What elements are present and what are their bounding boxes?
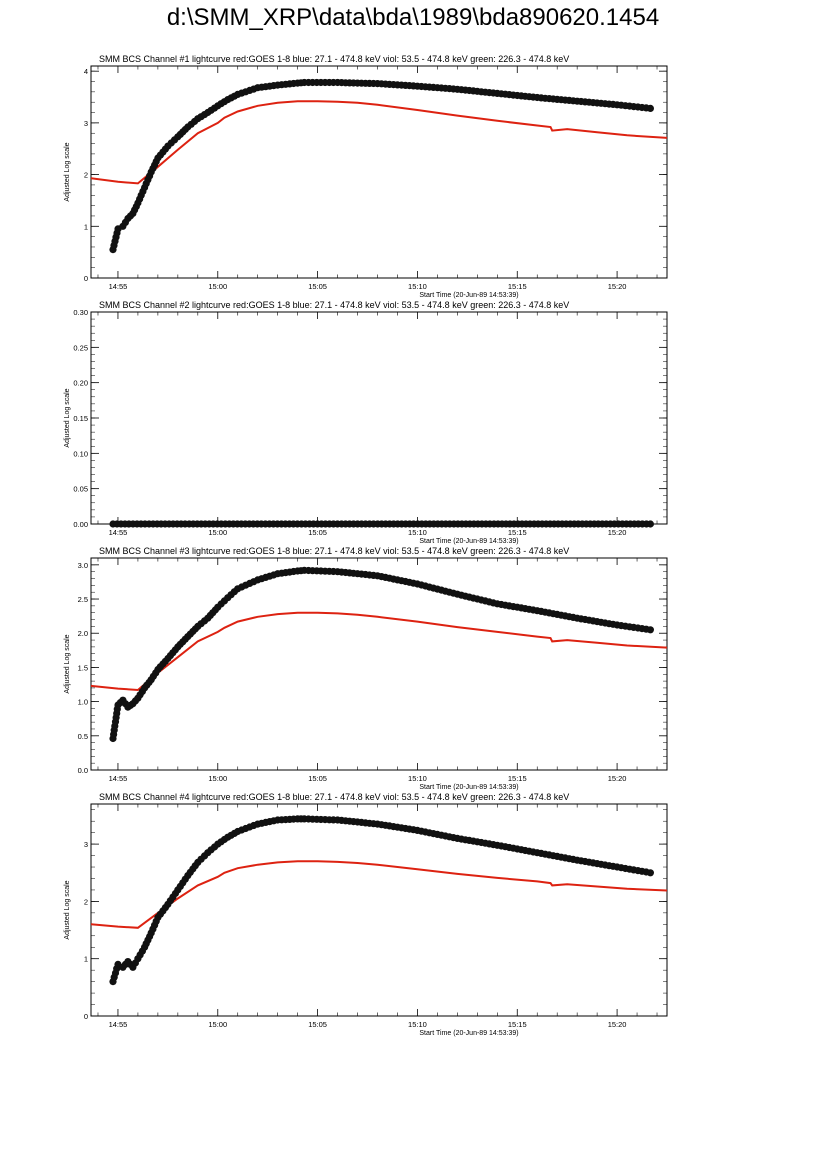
y-tick-label: 1 [84,955,88,964]
channel-curve [112,81,651,250]
data-point [646,626,655,634]
page-title: d:\SMM_XRP\data\bda\1989\bda890620.1454 [166,4,660,31]
x-tick-label: 15:00 [208,1020,227,1029]
chart-panel-3: SMM BCS Channel #3 lightcurve red:GOES 1… [64,546,668,791]
channel-curve [112,818,651,982]
y-axis-label: Adjusted Log scale [64,142,71,201]
y-tick-label: 0.00 [73,520,88,529]
data-point [646,104,655,112]
x-axis-label: Start Time (20-Jun-89 14:53:39) [419,784,518,791]
chart-title: SMM BCS Channel #2 lightcurve red:GOES 1… [99,300,569,310]
x-tick-label: 15:20 [608,528,627,537]
x-axis-label: Start Time (20-Jun-89 14:53:39) [419,538,518,545]
y-tick-label: 2.0 [78,629,88,638]
y-tick-label: 2 [84,897,88,906]
y-tick-label: 0.10 [73,449,88,458]
y-axis-label: Adjusted Log scale [64,880,71,939]
chart-panel-4: SMM BCS Channel #4 lightcurve red:GOES 1… [64,792,668,1037]
y-tick-label: 1.5 [78,663,88,672]
x-axis-label: Start Time (20-Jun-89 14:53:39) [419,1030,518,1037]
x-tick-label: 15:05 [308,1020,327,1029]
x-tick-label: 15:15 [508,1020,527,1029]
chart-panel-2: SMM BCS Channel #2 lightcurve red:GOES 1… [64,300,668,545]
channel-curve [112,569,651,739]
plot-frame [90,311,668,525]
y-tick-label: 0.30 [73,308,88,317]
x-tick-label: 15:05 [308,282,327,291]
goes-curve [91,611,667,692]
goes-curve [91,860,667,929]
y-tick-label: 4 [84,67,88,76]
x-tick-label: 15:20 [608,282,627,291]
x-tick-label: 15:15 [508,774,527,783]
x-tick-label: 14:55 [109,282,128,291]
y-tick-label: 1 [84,222,88,231]
chart-title: SMM BCS Channel #3 lightcurve red:GOES 1… [99,546,569,556]
y-tick-label: 0 [84,1012,88,1021]
y-tick-label: 0.05 [73,485,88,494]
chart-title: SMM BCS Channel #4 lightcurve red:GOES 1… [99,792,569,802]
y-tick-label: 3.0 [78,561,88,570]
y-tick-label: 3 [84,840,88,849]
x-tick-label: 15:20 [608,774,627,783]
x-tick-label: 14:55 [109,528,128,537]
x-tick-label: 15:00 [208,528,227,537]
x-tick-label: 15:15 [508,528,527,537]
x-tick-label: 15:15 [508,282,527,291]
x-tick-label: 15:10 [408,528,427,537]
y-axis-label: Adjusted Log scale [64,634,71,693]
chart-panel-1: SMM BCS Channel #1 lightcurve red:GOES 1… [64,54,668,299]
goes-curve [91,100,667,185]
chart-title: SMM BCS Channel #1 lightcurve red:GOES 1… [99,54,569,64]
x-tick-label: 15:00 [208,774,227,783]
data-point [646,869,655,877]
x-axis-label: Start Time (20-Jun-89 14:53:39) [419,292,518,299]
y-tick-label: 3 [84,119,88,128]
data-point [646,520,655,528]
y-tick-label: 1.0 [78,698,88,707]
x-tick-label: 15:10 [408,1020,427,1029]
x-tick-label: 15:05 [308,774,327,783]
x-tick-label: 15:20 [608,1020,627,1029]
y-tick-label: 0 [84,274,88,283]
x-tick-label: 15:10 [408,774,427,783]
x-tick-label: 14:55 [109,774,128,783]
plot-frame [90,557,668,771]
y-axis-label: Adjusted Log scale [64,388,71,447]
y-tick-label: 0.15 [73,414,88,423]
x-tick-label: 15:10 [408,282,427,291]
y-tick-label: 2.5 [78,595,88,604]
y-tick-label: 0.20 [73,379,88,388]
plot-frame [90,65,668,279]
y-tick-label: 0.0 [78,766,88,775]
y-tick-label: 0.25 [73,343,88,352]
x-tick-label: 15:00 [208,282,227,291]
x-tick-label: 15:05 [308,528,327,537]
y-tick-label: 0.5 [78,732,88,741]
y-tick-label: 2 [84,171,88,180]
plot-frame [90,803,668,1017]
x-tick-label: 14:55 [109,1020,128,1029]
